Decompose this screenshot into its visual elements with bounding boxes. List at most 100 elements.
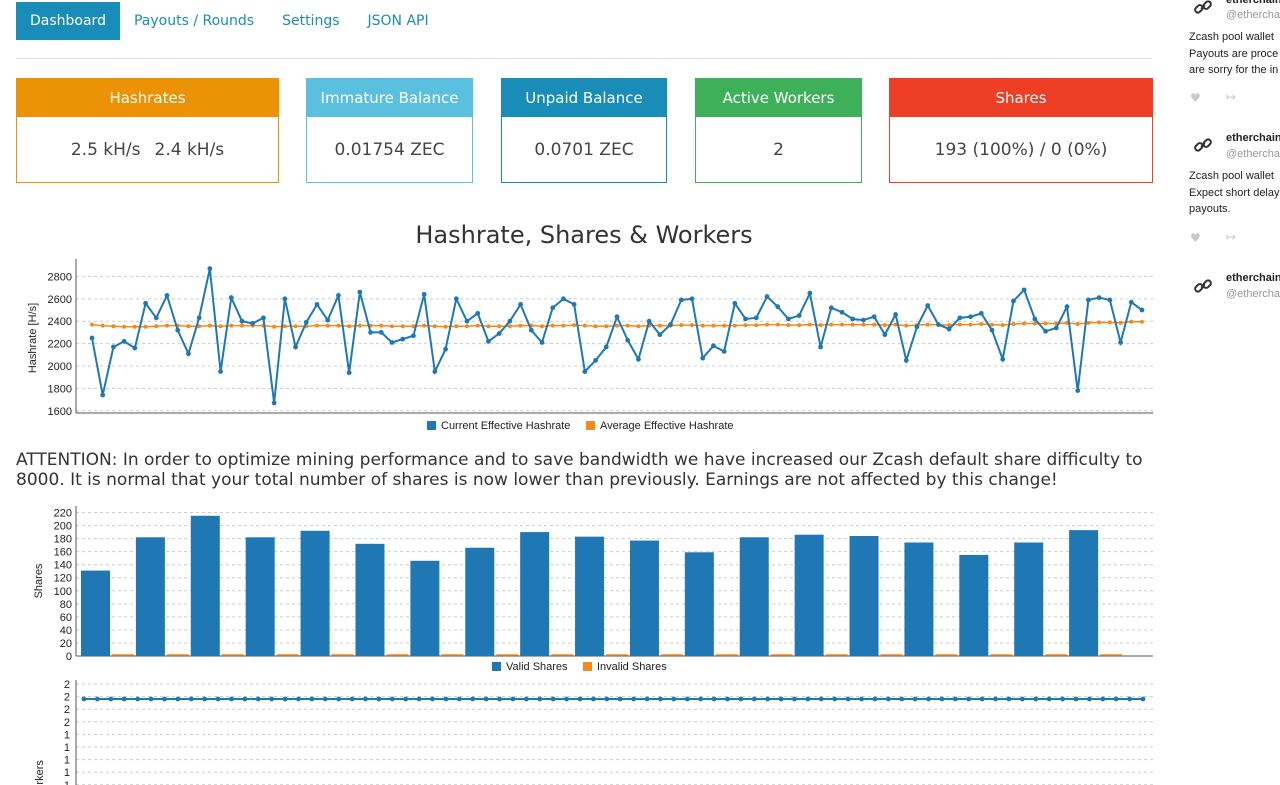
data-point — [111, 324, 116, 329]
immature-balance-title: Immature Balance — [307, 79, 472, 117]
data-point — [346, 370, 352, 376]
tab-settings[interactable]: Settings — [282, 13, 340, 29]
data-point — [465, 324, 469, 329]
data-point — [507, 324, 512, 329]
data-point — [1139, 307, 1145, 313]
valid-shares-bar — [190, 515, 220, 656]
data-point — [603, 344, 609, 350]
y-tick-label: 1 — [64, 742, 70, 754]
data-point — [240, 323, 244, 328]
data-point — [925, 322, 930, 327]
data-point — [453, 296, 459, 302]
data-point — [796, 313, 802, 319]
data-point — [593, 324, 598, 329]
data-point — [528, 327, 534, 333]
data-point — [957, 315, 963, 321]
tweet-line: Payouts are proce — [1189, 47, 1279, 60]
data-point — [947, 323, 952, 328]
tab-dashboard[interactable]: Dashboard — [16, 2, 120, 40]
data-point — [207, 323, 212, 328]
data-point — [100, 392, 106, 398]
tweet-author-handle[interactable]: @etherchain — [1226, 9, 1280, 21]
y-tick-label: 60 — [60, 612, 72, 624]
tab-json-api[interactable]: JSON API — [367, 13, 429, 29]
data-point — [389, 696, 395, 702]
data-point — [700, 323, 705, 328]
data-point — [893, 312, 898, 317]
heart-icon[interactable]: ♥ — [1190, 231, 1201, 245]
data-point — [315, 323, 319, 328]
data-point — [828, 305, 834, 311]
data-point — [658, 696, 663, 702]
data-point — [81, 696, 87, 702]
data-point — [143, 300, 148, 306]
valid-shares-bar — [520, 532, 550, 656]
data-point — [207, 266, 213, 271]
tweet-author-name[interactable]: etherchain — [1226, 132, 1280, 144]
data-point — [792, 696, 797, 702]
valid-shares-bar — [575, 536, 605, 656]
tweet-author-handle[interactable]: @etherchain — [1226, 148, 1280, 160]
data-point — [979, 696, 985, 702]
data-point — [577, 696, 583, 702]
share-icon[interactable]: ↦ — [1226, 230, 1237, 244]
legend-label: Current Effective Hashrate — [441, 420, 570, 432]
data-point — [368, 330, 373, 335]
tweet-author-name[interactable]: etherchain — [1226, 272, 1280, 284]
data-point — [832, 696, 838, 702]
data-point — [979, 322, 984, 327]
data-point — [829, 322, 834, 327]
legend-swatch — [583, 662, 592, 671]
hashrates-title: Hashrates — [17, 79, 278, 117]
hashrates-panel: Hashrates 2.5 kH/s 2.4 kH/s — [16, 78, 279, 183]
data-point — [850, 322, 855, 327]
y-tick-label: 2000 — [48, 361, 72, 373]
data-point — [690, 323, 694, 328]
data-point — [186, 324, 191, 329]
data-point — [1086, 297, 1091, 303]
current-hashrate-value: 2.5 kH/s — [70, 139, 141, 160]
y-tick-label: 2 — [64, 717, 70, 729]
data-point — [668, 322, 673, 327]
data-point — [153, 315, 159, 321]
valid-shares-bar — [629, 540, 659, 656]
data-point — [507, 318, 513, 324]
valid-shares-bar — [794, 534, 824, 656]
data-point — [952, 696, 958, 702]
data-point — [322, 696, 328, 702]
data-point — [872, 322, 877, 327]
data-point — [165, 323, 169, 328]
data-point — [215, 696, 221, 702]
data-point — [349, 696, 355, 702]
data-point — [470, 696, 476, 702]
y-tick-label: 1 — [64, 780, 70, 785]
shares-value: 193 (100%) / 0 (0%) — [934, 139, 1108, 160]
data-point — [671, 696, 677, 702]
data-point — [1107, 320, 1112, 325]
data-point — [421, 291, 427, 297]
data-point — [218, 324, 223, 329]
data-point — [250, 321, 256, 326]
data-point — [722, 323, 727, 328]
data-point — [1043, 328, 1048, 334]
data-point — [132, 345, 138, 351]
valid-shares-bar — [81, 570, 110, 656]
data-point — [486, 324, 491, 329]
data-point — [939, 696, 945, 702]
tweet-author-name[interactable]: etherchain — [1226, 0, 1280, 6]
tweet-author-handle[interactable]: @etherchain — [1226, 288, 1280, 300]
heart-icon[interactable]: ♥ — [1190, 91, 1201, 105]
data-point — [845, 696, 851, 702]
data-point — [885, 696, 891, 702]
data-point — [840, 322, 844, 327]
data-point — [646, 318, 652, 324]
tab-payouts-rounds[interactable]: Payouts / Rounds — [133, 13, 255, 29]
data-point — [497, 696, 502, 702]
data-point — [797, 323, 802, 328]
share-icon[interactable]: ↦ — [1226, 90, 1237, 104]
data-point — [255, 696, 261, 702]
data-point — [164, 293, 170, 298]
data-point — [711, 323, 716, 328]
data-point — [121, 338, 127, 344]
data-point — [850, 316, 856, 322]
